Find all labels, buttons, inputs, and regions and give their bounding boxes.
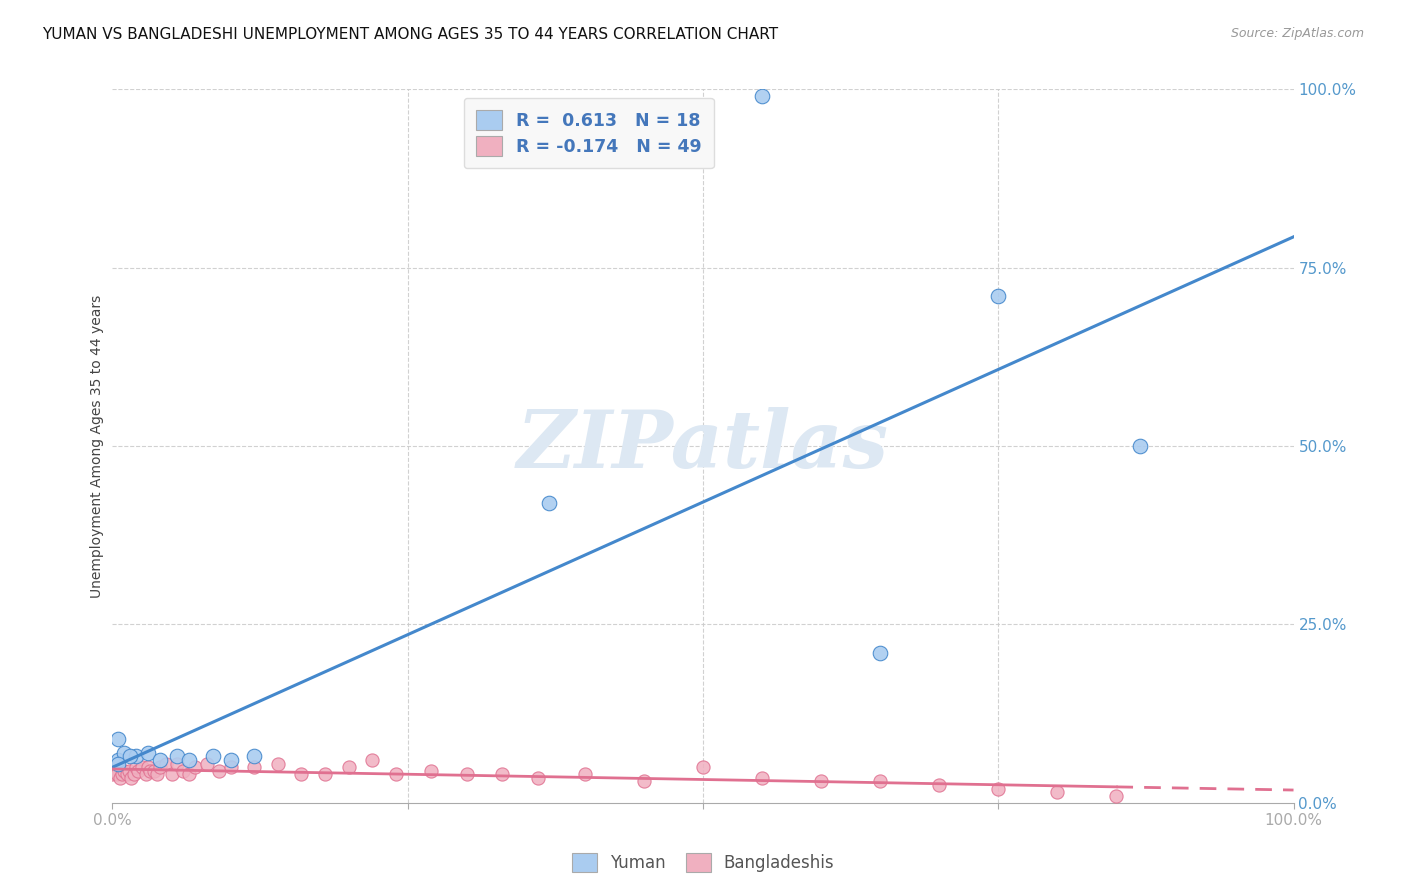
Point: [538, 496, 561, 510]
Point: [385, 767, 408, 781]
Point: [810, 774, 832, 789]
Point: [107, 731, 129, 746]
Point: [456, 767, 478, 781]
Text: ZIPatlas: ZIPatlas: [517, 408, 889, 484]
Point: [166, 749, 188, 764]
Point: [361, 753, 384, 767]
Point: [108, 771, 131, 785]
Point: [107, 756, 129, 771]
Text: Source: ZipAtlas.com: Source: ZipAtlas.com: [1230, 27, 1364, 40]
Point: [290, 767, 312, 781]
Point: [692, 760, 714, 774]
Point: [155, 756, 177, 771]
Point: [987, 781, 1010, 796]
Point: [101, 767, 124, 781]
Point: [219, 753, 242, 767]
Point: [111, 767, 134, 781]
Point: [869, 774, 891, 789]
Legend: Yuman, Bangladeshis: Yuman, Bangladeshis: [564, 844, 842, 880]
Point: [751, 89, 773, 103]
Point: [201, 749, 224, 764]
Point: [160, 767, 183, 781]
Point: [243, 749, 266, 764]
Point: [267, 756, 290, 771]
Point: [142, 764, 165, 778]
Point: [125, 749, 148, 764]
Point: [135, 767, 157, 781]
Point: [243, 760, 266, 774]
Point: [633, 774, 655, 789]
Point: [149, 760, 172, 774]
Point: [179, 767, 201, 781]
Point: [574, 767, 596, 781]
Point: [149, 753, 172, 767]
Point: [1105, 789, 1128, 803]
Point: [120, 749, 142, 764]
Point: [184, 760, 207, 774]
Text: YUMAN VS BANGLADESHI UNEMPLOYMENT AMONG AGES 35 TO 44 YEARS CORRELATION CHART: YUMAN VS BANGLADESHI UNEMPLOYMENT AMONG …: [42, 27, 779, 42]
Point: [1046, 785, 1069, 799]
Point: [314, 767, 336, 781]
Point: [115, 767, 138, 781]
Point: [120, 771, 142, 785]
Point: [125, 760, 148, 774]
Point: [107, 753, 129, 767]
Point: [337, 760, 360, 774]
Point: [219, 760, 242, 774]
Point: [1129, 439, 1152, 453]
Point: [928, 778, 950, 792]
Point: [112, 764, 135, 778]
Point: [420, 764, 443, 778]
Point: [172, 764, 194, 778]
Point: [869, 646, 891, 660]
Point: [179, 753, 201, 767]
Point: [166, 756, 188, 771]
Point: [136, 746, 159, 760]
Point: [987, 289, 1010, 303]
Point: [751, 771, 773, 785]
Point: [127, 764, 149, 778]
Point: [105, 767, 128, 781]
Y-axis label: Unemployment Among Ages 35 to 44 years: Unemployment Among Ages 35 to 44 years: [90, 294, 104, 598]
Point: [131, 760, 153, 774]
Point: [118, 764, 141, 778]
Point: [195, 756, 218, 771]
Point: [122, 767, 145, 781]
Point: [208, 764, 231, 778]
Point: [491, 767, 513, 781]
Point: [136, 760, 159, 774]
Point: [112, 746, 135, 760]
Point: [526, 771, 548, 785]
Point: [104, 764, 127, 778]
Point: [139, 764, 162, 778]
Point: [146, 767, 169, 781]
